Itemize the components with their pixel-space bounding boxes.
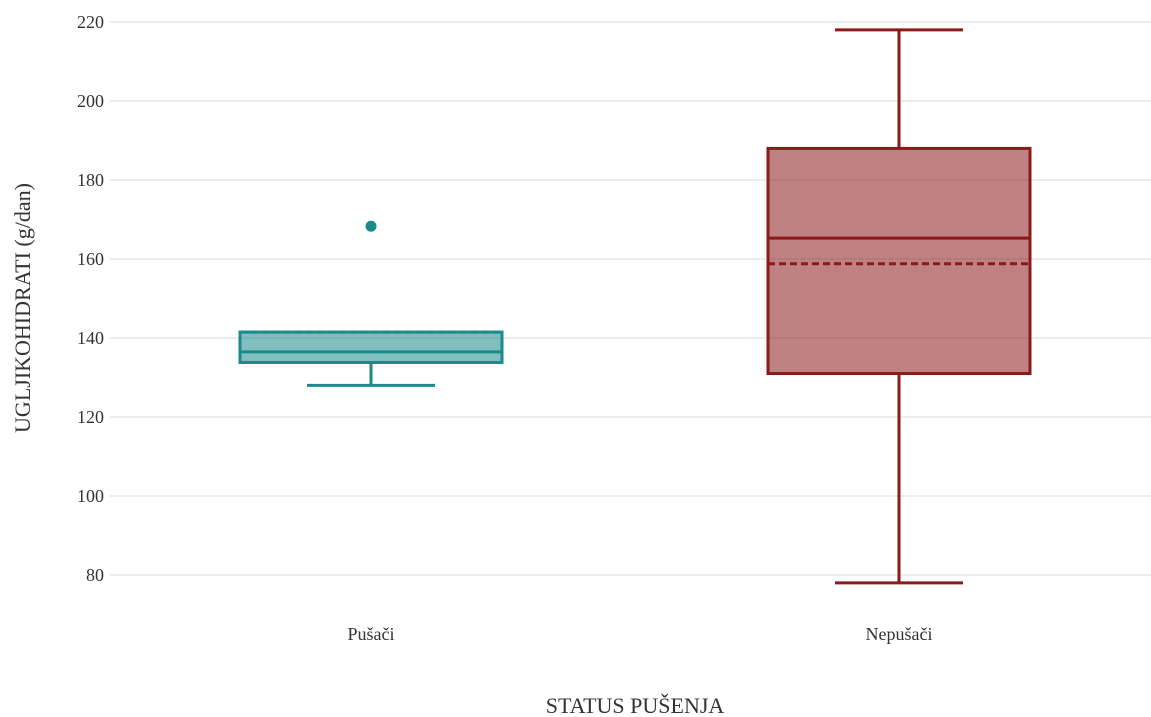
y-tick-label: 80	[86, 565, 104, 585]
outlier-point	[365, 220, 377, 232]
box-nepusaci	[766, 28, 1032, 585]
y-tick-label: 120	[77, 407, 104, 427]
iqr-box	[238, 330, 504, 364]
x-axis-ticks: Pušači Nepušači	[348, 624, 933, 644]
y-tick-label: 140	[77, 328, 104, 348]
y-tick-label: 160	[77, 249, 104, 269]
x-axis-title: STATUS PUŠENJA	[546, 693, 725, 717]
iqr-box	[766, 146, 1032, 376]
x-tick-label: Pušači	[348, 624, 395, 644]
y-tick-label: 220	[77, 12, 104, 32]
boxes	[238, 28, 1032, 585]
box-pusaci	[238, 220, 504, 387]
y-tick-label: 180	[77, 170, 104, 190]
y-tick-label: 200	[77, 91, 104, 111]
y-axis-title: UGLJIKOHIDRATI (g/dan)	[10, 183, 35, 433]
x-tick-label: Nepušači	[866, 624, 933, 644]
y-axis-ticks: 80 100 120 140 160 180 200 220	[77, 12, 104, 585]
y-tick-label: 100	[77, 486, 104, 506]
